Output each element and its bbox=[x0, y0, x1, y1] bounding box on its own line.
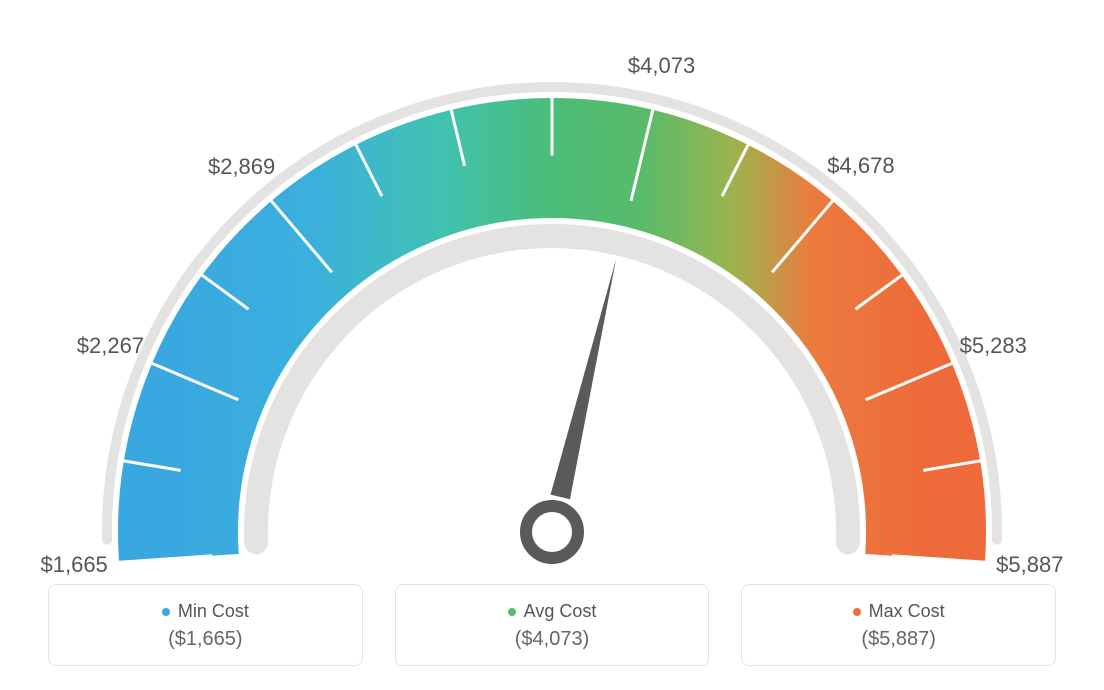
card-avg-value: ($4,073) bbox=[406, 628, 699, 651]
dot-icon bbox=[853, 608, 861, 616]
summary-cards: Min Cost ($1,665) Avg Cost ($4,073) Max … bbox=[48, 584, 1056, 666]
gauge-tick-label: $5,887 bbox=[996, 552, 1063, 578]
card-max-cost: Max Cost ($5,887) bbox=[741, 584, 1056, 666]
gauge-chart-container: $1,665 $2,267 $2,869 $4,073 $4,678 $5,283 $5,8… bbox=[0, 0, 1104, 690]
dot-icon bbox=[508, 608, 516, 616]
card-avg-label: Avg Cost bbox=[524, 601, 597, 622]
card-avg-cost: Avg Cost ($4,073) bbox=[395, 584, 710, 666]
gauge-tick-label: $4,073 bbox=[628, 53, 695, 79]
card-max-value: ($5,887) bbox=[752, 628, 1045, 651]
gauge-stage: $1,665$2,267$2,869$4,073$4,678$5,283$5,8… bbox=[52, 12, 1052, 572]
card-min-value: ($1,665) bbox=[59, 628, 352, 651]
card-max-label: Max Cost bbox=[869, 601, 945, 622]
gauge-tick-label: $5,283 bbox=[960, 333, 1027, 359]
gauge-tick-label: $1,665 bbox=[41, 552, 108, 578]
gauge-tick-label: $4,678 bbox=[827, 153, 894, 179]
dot-icon bbox=[162, 608, 170, 616]
gauge-tick-label: $2,869 bbox=[208, 154, 275, 180]
card-min-label: Min Cost bbox=[178, 601, 249, 622]
gauge-tick-label: $2,267 bbox=[77, 333, 144, 359]
card-min-cost: Min Cost ($1,665) bbox=[48, 584, 363, 666]
gauge-svg bbox=[52, 12, 1052, 572]
